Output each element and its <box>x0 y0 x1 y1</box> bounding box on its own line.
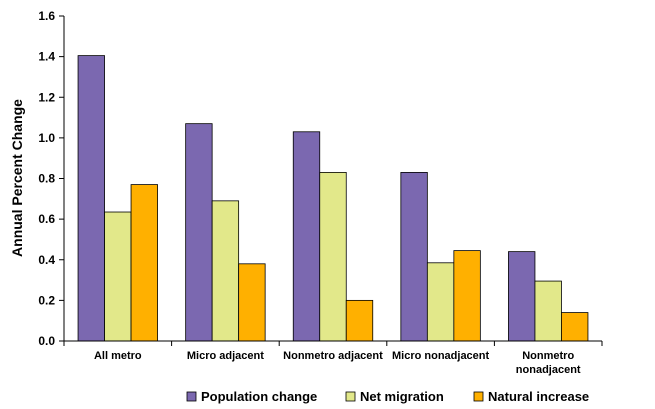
bar-net-migration <box>426 262 455 342</box>
bar-net-migration <box>319 172 347 342</box>
x-tick-label: Micro adjacent <box>187 350 264 362</box>
x-tick-label: All metro <box>94 350 142 362</box>
bar-natural-increase <box>130 184 158 342</box>
y-tick-label: 0.6 <box>38 212 55 226</box>
x-tick-label: Nonmetro adjacent <box>283 350 383 362</box>
bars-group <box>77 55 589 342</box>
legend-swatch <box>345 391 356 402</box>
axes-group: 0.0 0.2 0.4 0.6 0.8 1.0 1.2 1.4 1.6 All metro Micr… <box>38 9 603 376</box>
bar-net-migration <box>104 211 132 342</box>
y-tick-label: 0.4 <box>38 253 55 267</box>
y-tick-label: 1.2 <box>38 90 55 104</box>
x-tick-label: Micro nonadjacent <box>392 350 490 362</box>
bar-population-change <box>77 55 105 342</box>
bar-population-change <box>292 131 321 342</box>
legend-label: Net migration <box>360 389 444 404</box>
y-tick-label: 0.0 <box>38 334 55 348</box>
y-tick-label: 0.2 <box>38 293 55 307</box>
bar-net-migration <box>211 200 240 342</box>
bar-natural-increase <box>561 312 589 342</box>
bar-population-change <box>185 123 213 342</box>
y-tick-label: 0.8 <box>38 172 55 186</box>
y-tick-label: 1.4 <box>38 50 55 64</box>
bar-natural-increase <box>345 299 374 342</box>
legend-label: Natural increase <box>488 389 589 404</box>
legend-label: Population change <box>201 389 317 404</box>
legend: Population change Net migration Natural in… <box>186 389 589 404</box>
bar-net-migration <box>534 280 562 342</box>
y-tick-label: 1.6 <box>38 9 55 23</box>
bar-natural-increase <box>238 263 266 342</box>
y-axis-label: Annual Percent Change <box>9 99 25 257</box>
bar-population-change <box>508 251 536 342</box>
bar-natural-increase <box>453 250 481 342</box>
x-tick-label: Nonmetro <box>522 350 574 362</box>
legend-swatch <box>473 391 484 402</box>
bar-population-change <box>400 172 428 342</box>
legend-swatch <box>186 391 197 402</box>
x-tick-label: nonadjacent <box>516 364 581 376</box>
y-tick-label: 1.0 <box>38 131 55 145</box>
